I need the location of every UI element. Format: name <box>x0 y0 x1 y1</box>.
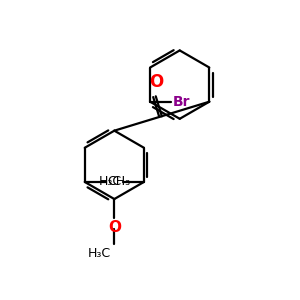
Text: O: O <box>148 73 163 91</box>
Text: O: O <box>108 220 121 235</box>
Text: CH₃: CH₃ <box>107 176 130 188</box>
Text: Br: Br <box>172 95 190 109</box>
Text: H₃C: H₃C <box>98 176 122 188</box>
Text: H₃C: H₃C <box>88 247 111 260</box>
